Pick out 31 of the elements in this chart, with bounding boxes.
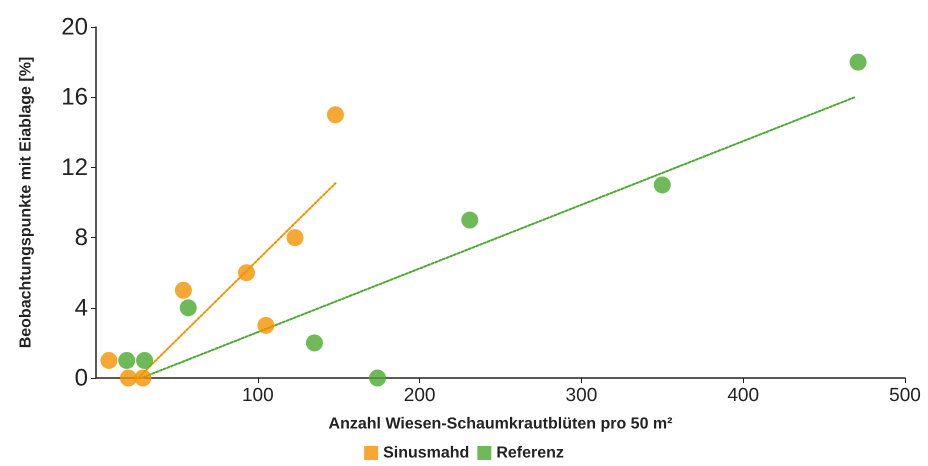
point [174, 282, 192, 299]
point [850, 54, 867, 71]
point [257, 316, 274, 334]
point [136, 352, 154, 369]
point [286, 229, 304, 246]
point [461, 212, 478, 229]
x-tick-label: 500 [889, 385, 921, 406]
point [326, 106, 344, 124]
point [306, 334, 323, 352]
y-tick-label: 0 [74, 364, 88, 392]
x-tick-label: 200 [404, 385, 436, 406]
y-tick-label: 16 [61, 84, 88, 111]
point [118, 352, 136, 369]
y-tick-label: 8 [74, 224, 88, 252]
x-axis-title: Anzahl Wiesen-Schaumkrautblüten pro 50 m² [328, 416, 672, 432]
point [100, 352, 118, 369]
point [369, 370, 386, 386]
y-axis-title: Beobachtungspunkte mit Eiablage [%] [18, 56, 34, 348]
point [654, 176, 671, 194]
x-tick-label: 100 [242, 385, 274, 406]
y-tick-label: 4 [74, 294, 88, 322]
y-tick-label: 20 [61, 14, 88, 40]
point [120, 370, 137, 386]
point [180, 299, 197, 316]
x-tick-label: 300 [566, 385, 598, 406]
legend-label: Sinusmahd [383, 444, 470, 462]
x-tick-label: 400 [727, 385, 760, 406]
legend-label: Referenz [496, 444, 564, 462]
y-tick-label: 12 [61, 154, 88, 181]
point [134, 370, 152, 386]
point [238, 264, 255, 282]
